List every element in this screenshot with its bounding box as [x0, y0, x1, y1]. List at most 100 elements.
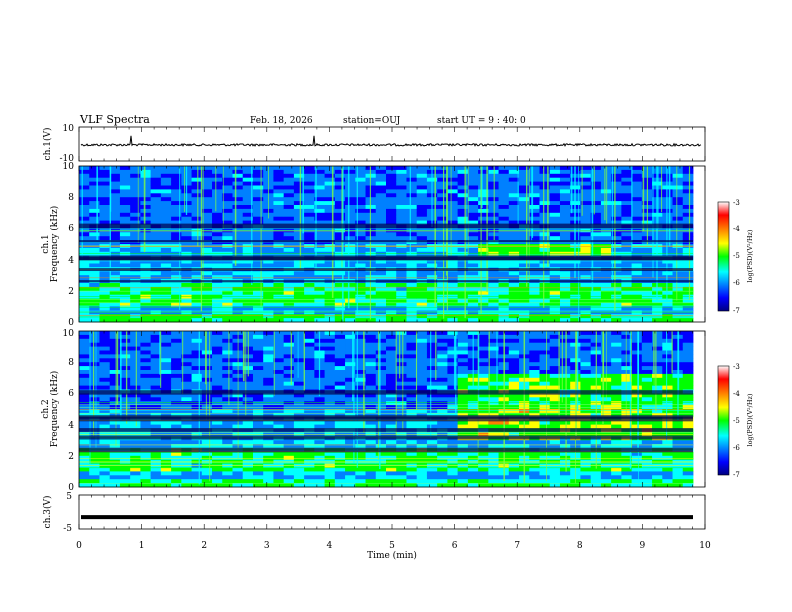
spectrogram-cell [365, 393, 377, 398]
spectrogram-cell [89, 397, 100, 402]
spectrogram-cell [334, 166, 346, 171]
spectrogram-cell [416, 362, 428, 367]
spectrogram-cell [191, 220, 203, 225]
spectrogram-cell [79, 220, 90, 225]
spectrogram-cell [365, 358, 377, 363]
spectrogram-cell [160, 440, 172, 445]
spectrogram-cell [345, 318, 356, 323]
spectrogram-cell [201, 251, 213, 257]
spectrogram-cell [99, 377, 111, 383]
spectrogram-cell [621, 479, 632, 484]
spectrogram-cell [130, 259, 141, 264]
spectrogram-cell [559, 409, 571, 414]
spectrogram-cell [559, 259, 571, 264]
spectrogram-cell [590, 286, 602, 292]
spectrogram-cell [263, 318, 274, 323]
spectrogram-cell [324, 205, 336, 210]
spectrogram-cell [201, 247, 213, 253]
spectrogram-cell [652, 302, 663, 307]
spectrogram-cell [181, 471, 192, 476]
spectrogram-cell [611, 362, 622, 367]
spectrogram-cell [242, 201, 254, 206]
spectrogram-cell [252, 298, 264, 303]
spectrogram-cell [519, 271, 530, 276]
spectrogram-cell [375, 263, 387, 268]
spectrogram-cell [539, 283, 551, 288]
spectrogram-cell [355, 409, 366, 414]
spectrogram-cell [611, 354, 622, 359]
spectrogram-cell [119, 232, 131, 237]
spectrogram-cell [508, 412, 520, 418]
spectrogram-cell [273, 236, 285, 241]
spectrogram-cell [539, 483, 551, 488]
spectrogram-cell [457, 420, 469, 425]
spectrogram-cell [140, 251, 152, 257]
spectrogram-cell [273, 173, 285, 179]
spectrogram-cell [273, 463, 285, 468]
spectrogram-cell [119, 205, 131, 210]
spectrogram-cell [171, 201, 182, 206]
spectrogram-cell [590, 177, 602, 182]
spectrogram-cell [140, 306, 152, 311]
spectrogram-cell [355, 334, 366, 340]
spectrogram-cell [304, 366, 315, 371]
spectrogram-cell [171, 479, 182, 484]
spectrogram-cell [283, 377, 295, 383]
spectrogram-cell [498, 314, 510, 319]
spectrogram-cell [242, 271, 254, 276]
spectrogram-cell [130, 294, 141, 299]
ch1-ytick-top: 10 [63, 124, 75, 134]
spectrogram-cell [559, 346, 571, 351]
spectrogram-cell [119, 286, 131, 292]
spectrogram-cell [140, 232, 152, 237]
spectrogram-cell [89, 385, 100, 390]
spectrogram-cell [426, 467, 438, 472]
spectrogram-cell [191, 334, 203, 340]
spectrogram-cell [304, 397, 315, 402]
spectrogram-cell [293, 381, 305, 386]
spectrogram-cell [498, 318, 510, 323]
spectrogram-cell [160, 393, 172, 398]
spectrogram-cell [293, 409, 305, 414]
spectrogram-cell [314, 201, 325, 206]
spectrogram-cell [304, 298, 315, 303]
spectrogram-cell [252, 294, 264, 299]
spectrogram-cell [79, 463, 90, 468]
spectrogram-cell [508, 263, 520, 268]
spectrogram-cell [447, 212, 459, 218]
spectrogram-cell [293, 173, 305, 179]
spectrogram-cell [406, 236, 418, 241]
spectrogram-cell [324, 397, 336, 402]
spectrogram-cell [682, 275, 694, 280]
spectrogram-cell [293, 306, 305, 311]
spectrogram-cell [191, 370, 203, 375]
spectrogram-cell [590, 208, 602, 214]
spectrogram-cell [79, 401, 90, 406]
spectrogram-cell [488, 232, 499, 237]
spectrogram-cell [519, 189, 530, 194]
spectrogram-cell [160, 354, 172, 359]
spectrogram-cell [89, 334, 100, 340]
spectrogram-cell [488, 193, 499, 198]
spectrogram-cell [641, 397, 653, 402]
spectrogram-cell [130, 283, 141, 288]
spectrogram-cell [242, 444, 254, 449]
spectrogram-cell [508, 397, 520, 402]
spectrogram-cell [150, 373, 162, 379]
spectrogram-cell [273, 409, 285, 414]
spectrogram-cell [89, 358, 100, 363]
spectrogram-cell [140, 424, 152, 429]
spectrogram-cell [160, 467, 172, 472]
spectrogram-cell [600, 483, 612, 488]
spectrogram-cell [539, 251, 551, 257]
spectrogram-cell [437, 286, 448, 292]
spectrogram-cell [488, 467, 499, 472]
spectrogram-cell [273, 366, 285, 371]
spectrogram-cell [140, 401, 152, 406]
spectrogram-cell [201, 420, 213, 425]
spectrogram-cell [263, 263, 274, 268]
spectrogram-cell [304, 401, 315, 406]
spectrogram-cell [304, 212, 315, 218]
spectrogram-cell [171, 397, 182, 402]
spectrogram-cell [631, 479, 643, 484]
